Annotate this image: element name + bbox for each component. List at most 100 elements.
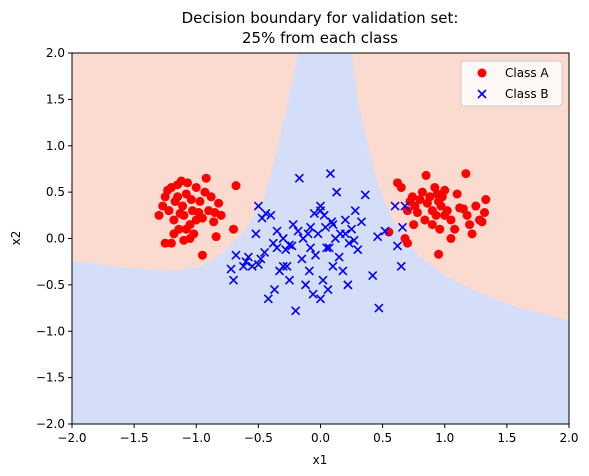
point-class-a [186,195,196,205]
point-class-a [420,215,430,225]
point-class-b [294,173,304,183]
point-class-b [374,303,384,313]
point-class-b [390,201,400,211]
point-class-a [181,224,191,234]
point-class-b [284,275,295,285]
point-class-b [309,208,319,219]
point-class-b [328,261,338,271]
decision-region-class-a-left [72,53,299,271]
point-class-b [340,215,350,225]
point-class-a [169,229,179,239]
y-tick-label: −0.5 [36,278,65,292]
point-class-b [324,243,334,253]
chart-title-line-1: Decision boundary for validation set: [182,9,459,27]
point-class-a [206,192,216,202]
point-class-b [315,294,326,304]
point-class-b [325,169,336,179]
point-class-a [191,182,201,192]
y-axis-label: x2 [9,231,23,246]
point-class-b [297,254,307,264]
x-axis-ticks: −2.0 −1.5 −1.0 −0.5 0.0 0.5 1.0 1.5 2.0 [57,424,579,445]
point-class-a [402,206,412,216]
point-class-b [301,280,311,290]
point-class-b [360,190,370,200]
point-class-b [308,289,318,299]
point-class-a [431,210,441,220]
point-class-b [272,226,282,236]
point-class-a [229,224,239,234]
point-class-a [201,173,211,183]
point-class-b [256,254,266,264]
y-tick-label: −1.0 [36,324,65,338]
point-class-a [425,192,435,202]
x-tick-label: 0.5 [373,431,392,445]
point-class-a [434,249,444,259]
point-class-b [397,222,408,232]
point-class-a [211,232,221,242]
point-class-a [440,185,450,195]
x-tick-label: 0.0 [311,431,330,445]
point-class-a [436,201,446,211]
point-class-b [291,306,301,316]
y-tick-label: −1.5 [36,371,65,385]
point-class-a [481,195,491,205]
y-tick-label: −2.0 [36,417,65,431]
point-class-b [260,247,270,257]
point-class-a [415,195,425,205]
x-tick-label: 2.0 [559,431,578,445]
point-class-b [278,261,288,271]
point-class-a [183,178,193,188]
point-class-b [350,206,360,216]
point-class-a [169,215,179,225]
y-tick-label: 0.0 [46,232,65,246]
point-class-b [266,210,276,220]
point-class-b [332,187,342,197]
point-class-a [412,208,422,218]
point-class-a [450,224,460,234]
legend-label-class-b: Class B [505,87,549,101]
point-class-b [305,222,316,232]
point-class-b [231,250,241,260]
point-class-a [407,192,417,202]
point-class-a [435,224,445,234]
legend-label-class-a: Class A [505,66,549,80]
point-class-a [175,208,185,218]
point-class-b [261,208,271,219]
point-class-b [346,224,357,234]
point-class-b [349,235,359,245]
point-class-b [322,243,332,253]
point-class-b [373,232,383,242]
point-class-a [446,215,456,225]
point-class-a [200,187,210,197]
point-class-b [343,280,353,290]
point-class-b [392,241,403,251]
plot-area [71,52,570,425]
point-class-b [396,261,406,271]
point-class-a [166,238,176,248]
point-class-a [214,198,224,208]
point-class-b [313,229,323,239]
x-tick-label: −1.5 [120,431,149,445]
point-class-b [305,243,316,253]
point-class-a [396,182,406,192]
point-class-a [462,210,472,220]
legend-marker-class-b [477,89,487,99]
point-class-b [287,241,297,251]
point-class-a [421,170,431,180]
point-class-b [315,201,326,211]
point-class-a [173,192,183,202]
y-tick-label: 0.5 [46,185,65,199]
y-axis-ticks: −2.0 −1.5 −1.0 −0.5 0.0 0.5 1.0 1.5 2.0 [36,46,72,431]
point-class-a [197,250,207,260]
point-class-b [327,217,337,227]
data-points [154,169,491,316]
point-class-b [272,243,282,253]
point-class-b [243,252,254,262]
y-tick-label: 2.0 [46,46,65,60]
point-class-a [467,229,477,239]
point-class-b [228,275,239,285]
point-class-a [446,234,456,243]
point-class-b [323,284,333,295]
point-class-a [191,215,201,225]
point-class-a [477,217,487,227]
